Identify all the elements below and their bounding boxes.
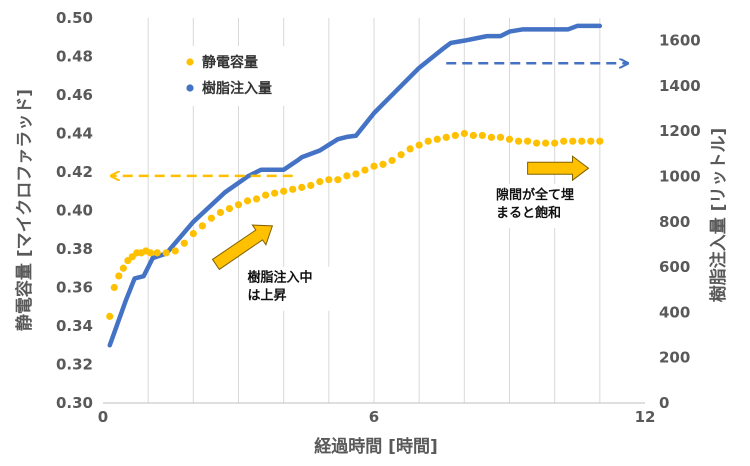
callout-label-bg: [489, 183, 598, 228]
capacitance-point: [119, 264, 127, 272]
capacitance-point: [533, 139, 541, 147]
capacitance-point: [478, 131, 486, 140]
capacitance-point: [542, 139, 550, 147]
y-left-tick-label: 0.46: [56, 86, 93, 104]
y-left-tick-label: 0.38: [56, 240, 93, 258]
capacitance-point: [352, 170, 360, 178]
capacitance-point: [171, 247, 179, 255]
y-right-tick-label: 800: [659, 213, 690, 231]
capacitance-point: [115, 272, 123, 280]
y-right-tick-label: 200: [659, 349, 690, 367]
legend: 静電容量 樹脂注入量: [172, 46, 312, 106]
capacitance-point: [225, 204, 234, 213]
y-right-tick-label: 1200: [659, 122, 701, 140]
capacitance-point: [153, 249, 161, 257]
legend-label-capacitance: 静電容量: [202, 54, 258, 71]
y-right-tick-label: 1400: [659, 77, 701, 95]
capacitance-point: [280, 187, 288, 195]
axes: 0 6 12 0.30 0.32 0.34 0.36 0.38 0.40 0.42 0.44 0.46…: [56, 9, 701, 426]
capacitance-point: [406, 145, 414, 153]
legend-marker-capacitance: [186, 58, 194, 66]
y-left-tick-label: 0.40: [56, 202, 93, 220]
x-tick-label: 12: [635, 408, 656, 426]
capacitance-point: [560, 137, 568, 145]
y-left-tick-label: 0.32: [56, 356, 93, 374]
capacitance-point: [146, 249, 155, 257]
capacitance-point: [110, 283, 118, 292]
y-right-tick-label: 0: [659, 394, 669, 412]
capacitance-point: [424, 137, 432, 145]
capacitance-point: [207, 214, 215, 222]
capacitance-point: [451, 131, 459, 140]
capacitance-point: [271, 189, 279, 197]
y-left-tick-label: 0.50: [56, 9, 93, 27]
y-axis-right-title: 樹脂注入量 [リットル]: [708, 128, 729, 302]
capacitance-point: [106, 312, 114, 320]
y-left-tick-label: 0.36: [56, 279, 93, 297]
resin-injection-line: [107, 23, 603, 348]
capacitance-point: [234, 201, 243, 209]
capacitance-point: [587, 137, 595, 145]
callout-arrow: [527, 155, 590, 182]
legend-label-resin: 樹脂注入量: [202, 80, 272, 97]
capacitance-point: [298, 183, 306, 191]
y-right-tick-label: 600: [659, 258, 690, 276]
capacitance-point: [442, 133, 450, 141]
x-axis-title: 経過時間 [時間]: [314, 436, 437, 457]
y-axis-left-title: 静電容量 [マイクロファラッド]: [14, 89, 35, 331]
y-left-tick-label: 0.48: [56, 48, 93, 66]
y-right-tick-label: 1600: [659, 32, 701, 50]
capacitance-point: [361, 166, 369, 174]
capacitance-point: [216, 208, 225, 217]
x-tick-label: 6: [369, 408, 379, 426]
callout-arrow: [211, 224, 274, 271]
capacitance-point: [334, 176, 342, 184]
capacitance-point: [505, 135, 514, 143]
y-left-tick-label: 0.30: [56, 394, 93, 412]
capacitance-point: [289, 185, 297, 193]
capacitance-point: [433, 135, 441, 143]
callout-label-bg: [241, 266, 350, 311]
y-left-tick-label: 0.34: [56, 317, 93, 335]
capacitance-point: [487, 133, 496, 141]
capacitance-point: [496, 133, 505, 141]
y-left-tick-label: 0.44: [56, 125, 93, 143]
capacitance-point: [325, 176, 333, 184]
plot-area: [106, 23, 604, 348]
capacitance-point: [307, 181, 315, 190]
capacitance-point: [243, 197, 252, 205]
capacitance-point: [578, 137, 586, 145]
y-left-tick-label: 0.42: [56, 163, 93, 181]
capacitance-point: [180, 239, 188, 247]
callout-label: 樹脂注入中は上昇: [248, 270, 313, 304]
capacitance-point: [514, 137, 523, 145]
capacitance-point: [189, 230, 197, 238]
capacitance-point: [262, 191, 270, 199]
capacitance-point: [397, 151, 405, 159]
capacitance-point: [469, 131, 477, 140]
capacitance-point: [198, 222, 206, 230]
capacitance-point: [379, 160, 387, 168]
capacitance-point: [460, 129, 468, 138]
y-right-tick-label: 400: [659, 303, 690, 321]
capacitance-point: [162, 249, 170, 257]
capacitance-point: [316, 178, 324, 186]
capacitance-point: [569, 137, 577, 145]
capacitance-point: [252, 195, 261, 203]
legend-marker-resin: [186, 84, 194, 92]
callout-label: 隙間が全て埋まると飽和: [496, 187, 574, 221]
capacitance-point: [415, 141, 423, 149]
capacitance-point: [551, 139, 559, 147]
legend-box: [172, 46, 312, 106]
capacitance-point: [523, 137, 532, 145]
capacitance-point: [596, 137, 604, 145]
y-right-tick-label: 1000: [659, 168, 701, 186]
capacitance-point: [343, 172, 351, 180]
capacitance-point: [370, 162, 378, 170]
x-tick-label: 0: [98, 408, 108, 426]
annotations: 樹脂注入中は上昇 隙間が全て埋まると飽和: [112, 63, 627, 311]
capacitance-point: [388, 156, 396, 165]
